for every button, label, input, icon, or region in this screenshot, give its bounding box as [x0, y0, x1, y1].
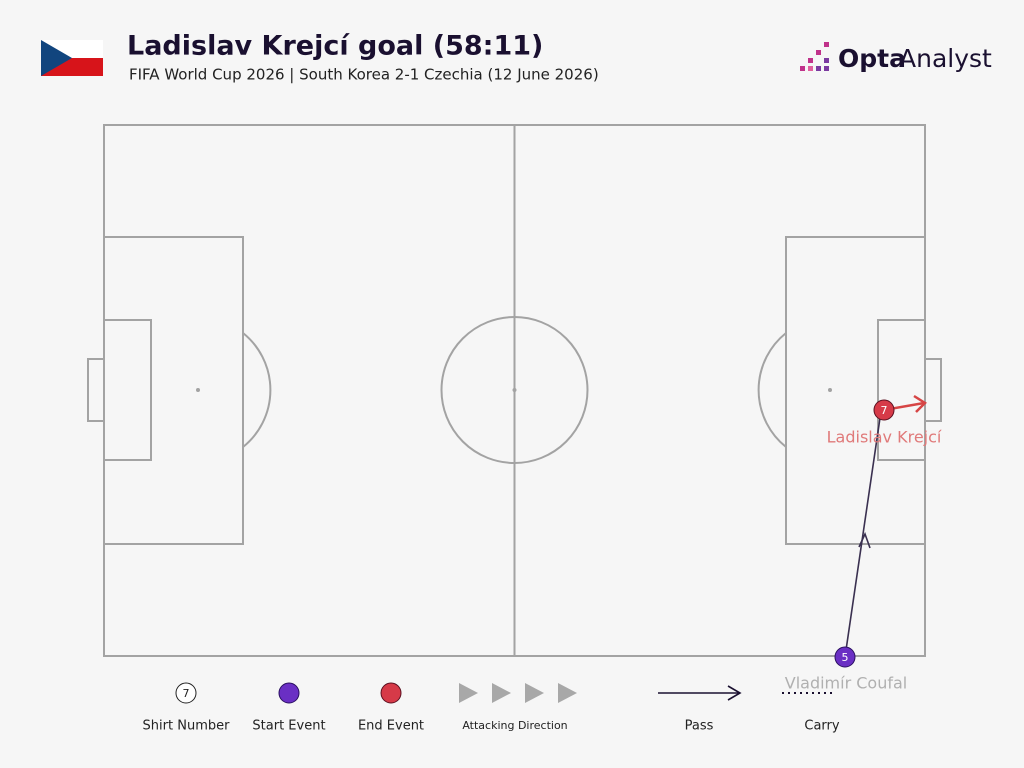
penalty-spot: [196, 388, 200, 392]
legend-label: Shirt Number: [143, 719, 231, 734]
penalty-spot: [828, 388, 832, 392]
legend-label: Attacking Direction: [462, 719, 567, 732]
legend-pass-arrow: [727, 685, 742, 701]
flag: [41, 40, 103, 76]
legend-direction: [459, 683, 577, 703]
player-label: Vladimír Coufal: [785, 674, 907, 693]
legend-shirt: [175, 682, 197, 704]
player-label: Ladislav Krejcí: [827, 428, 942, 447]
start-event: [834, 646, 856, 668]
legend-label: Pass: [685, 719, 714, 734]
legend-label: Carry: [804, 719, 840, 734]
brand-logo: [800, 42, 829, 71]
legend-start: [278, 682, 300, 704]
legend-end: [380, 682, 402, 704]
title: Ladislav Krejcí goal (58:11): [127, 31, 543, 62]
legend-label: End Event: [358, 719, 424, 734]
brand-strong: Opta: [838, 44, 906, 73]
shirt-number: 7: [881, 404, 888, 417]
subtitle: FIFA World Cup 2026 | South Korea 2-1 Cz…: [129, 66, 599, 84]
end-event: [873, 399, 895, 421]
legend-shirt-number: 7: [183, 687, 190, 700]
brand-light: Analyst: [899, 44, 992, 73]
pass-arrow: [858, 531, 871, 549]
shot-arrow: [913, 394, 927, 413]
shirt-number: 5: [842, 651, 849, 664]
pass-line: [844, 417, 881, 658]
legend-label: Start Event: [252, 719, 325, 734]
centre-spot: [512, 388, 517, 392]
pitch: [87, 124, 942, 657]
